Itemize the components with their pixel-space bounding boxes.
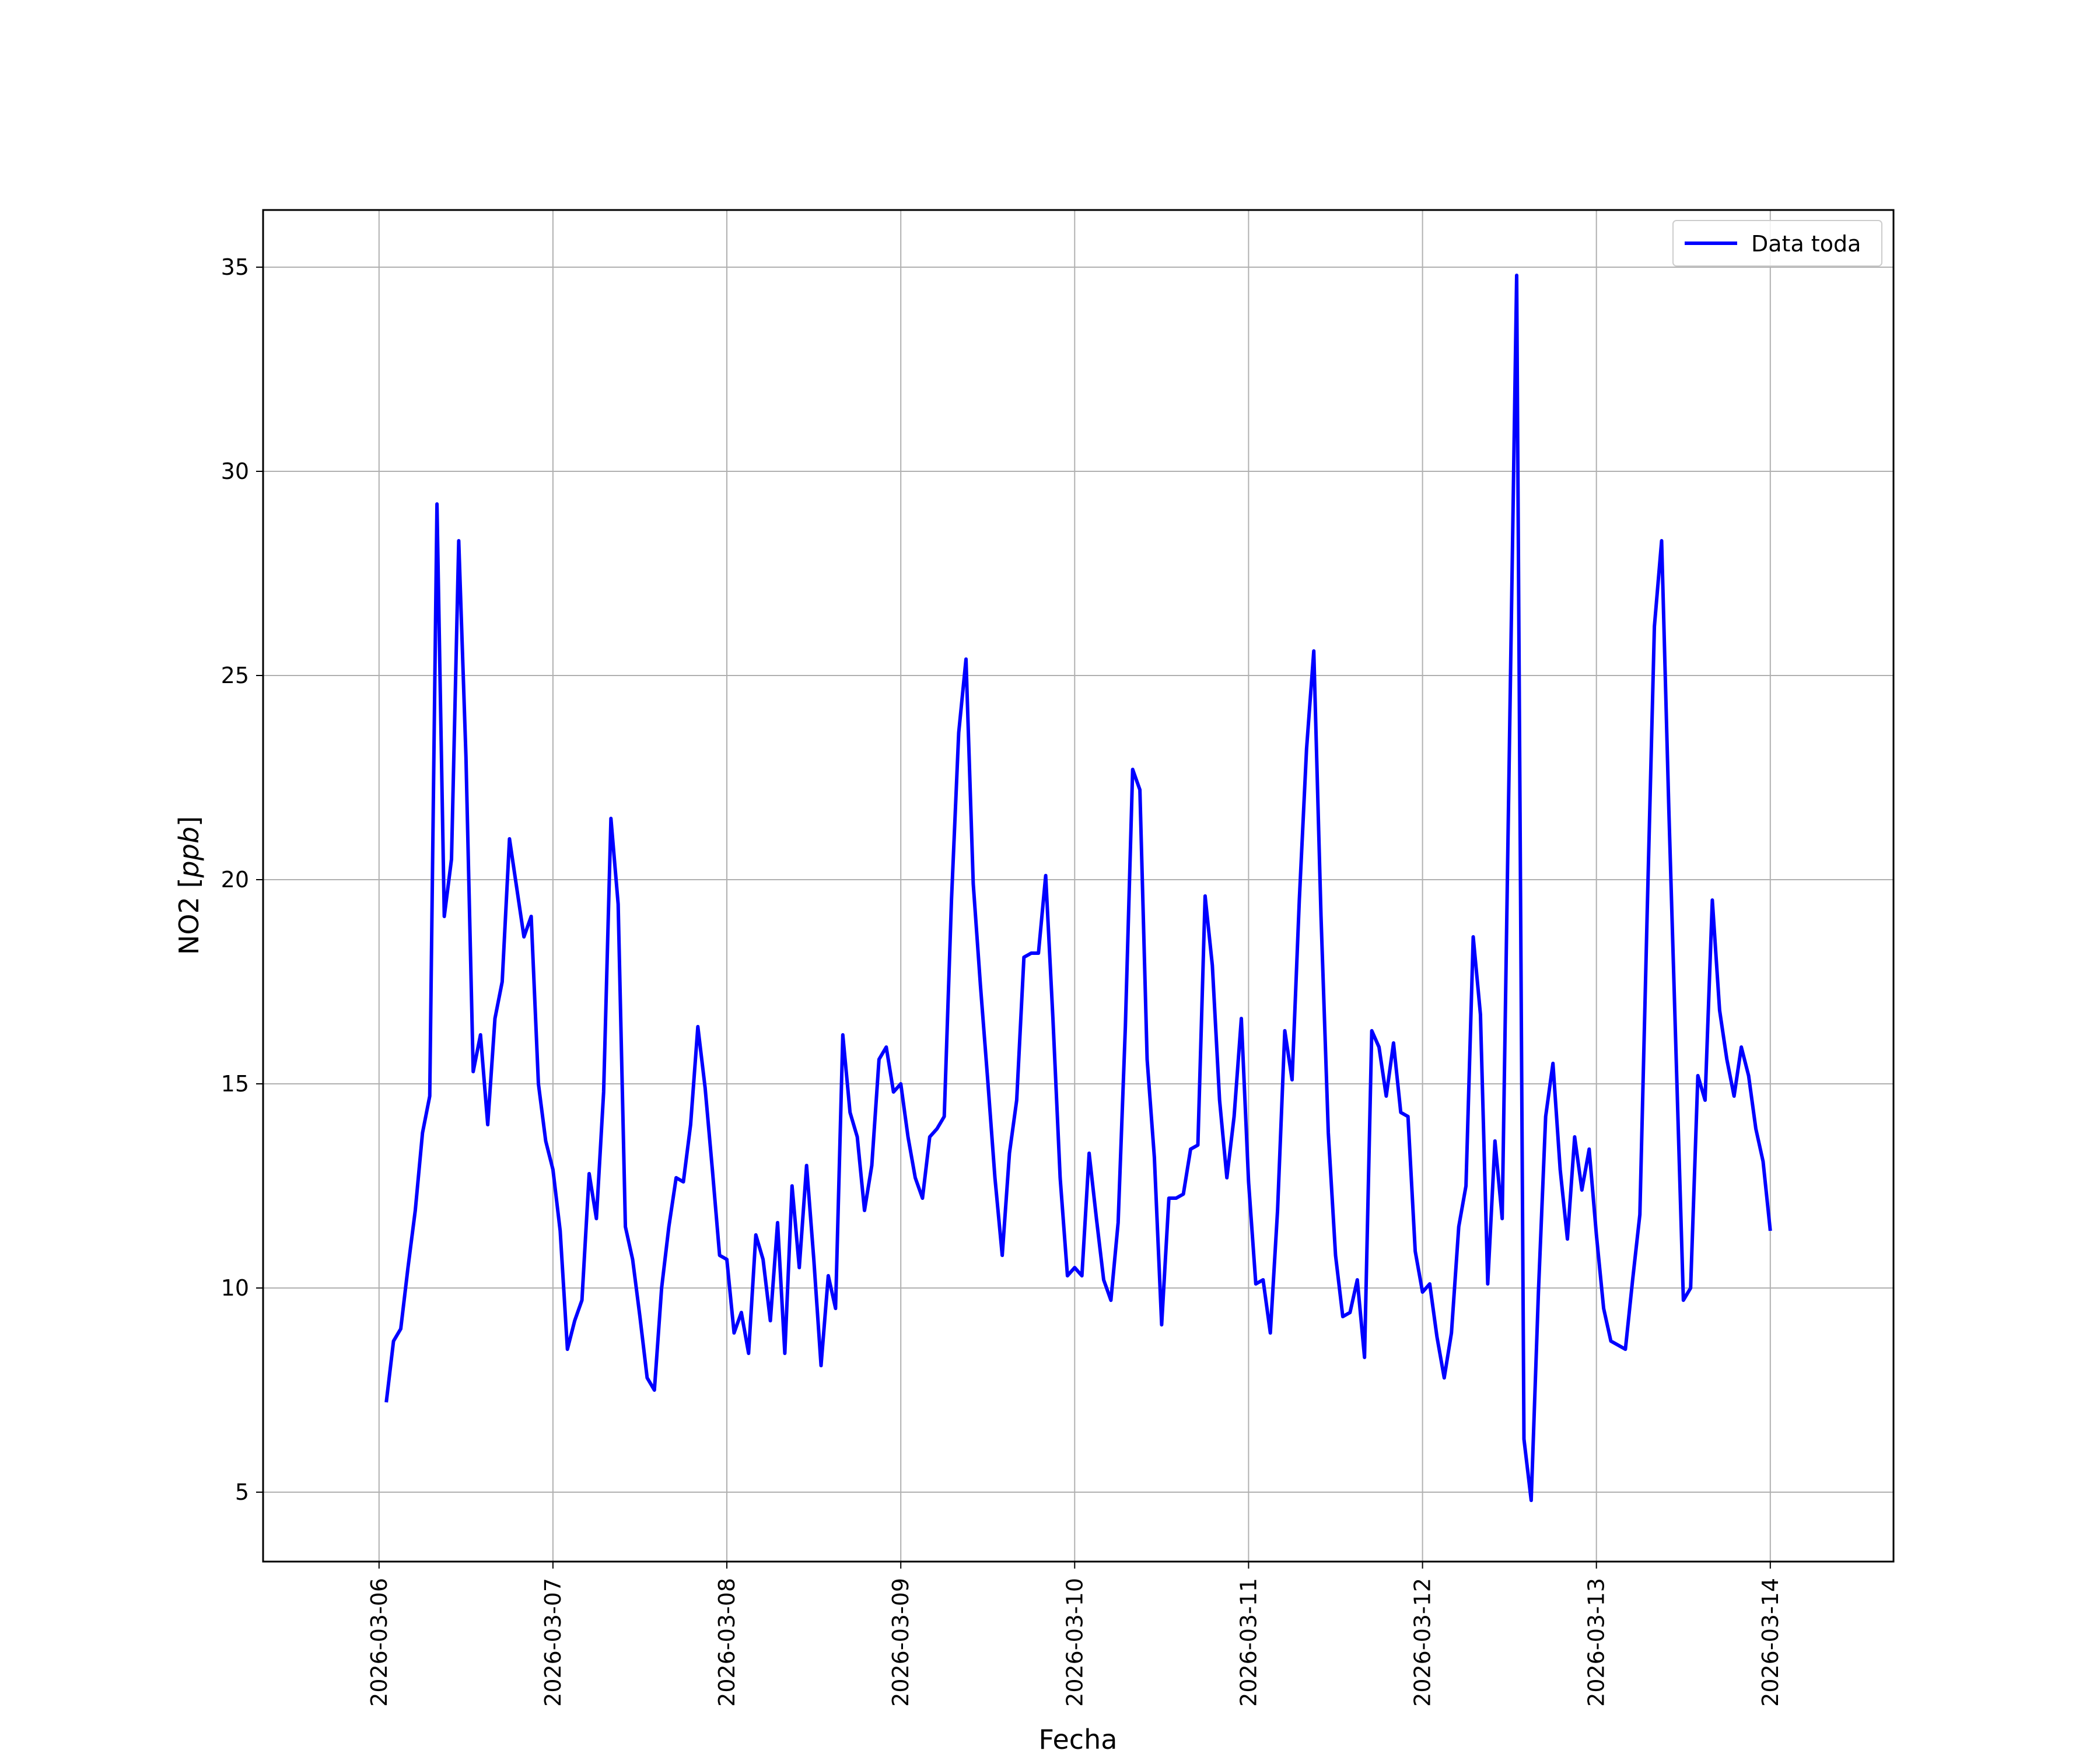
x-tick-label: 2026-03-11 (1236, 1578, 1261, 1707)
y-tick-label: 15 (221, 1071, 249, 1097)
y-tick-label: 20 (221, 867, 249, 892)
grid (263, 210, 1894, 1562)
y-tick-label: 35 (221, 254, 249, 280)
series-line (384, 274, 1772, 1502)
legend-box (1672, 220, 1882, 267)
x-tick-label: 2026-03-06 (366, 1578, 392, 1707)
x-axis-title: Fecha (1039, 1724, 1118, 1750)
y-axis-title-unit: ppb (173, 827, 205, 878)
x-tick-label: 2026-03-14 (1758, 1578, 1783, 1707)
x-axis: 2026-03-06 2026-03-07 2026-03-08 2026-03-09… (366, 1562, 1783, 1707)
x-tick-label: 2026-03-13 (1584, 1578, 1609, 1707)
series-layer (384, 274, 1772, 1502)
x-tick-label: 2026-03-09 (888, 1578, 914, 1707)
y-tick-label: 30 (221, 459, 249, 484)
legend-label: Data toda (1751, 231, 1861, 257)
plot-frame (262, 209, 1895, 1563)
y-tick-label: 25 (221, 663, 249, 688)
y-tick-label: 10 (221, 1275, 249, 1301)
x-tick-label: 2026-03-10 (1062, 1578, 1087, 1707)
y-axis: 5 10 15 20 25 30 35 (221, 254, 263, 1505)
y-tick-label: 5 (235, 1479, 249, 1505)
x-tick-label: 2026-03-08 (714, 1578, 740, 1707)
x-tick-label: 2026-03-12 (1410, 1578, 1436, 1707)
legend: Data toda (1672, 220, 1882, 267)
y-axis-title-prefix: NO2 [ (173, 878, 205, 955)
y-axis-title-suffix: ] (173, 816, 205, 827)
x-tick-label: 2026-03-07 (540, 1578, 566, 1707)
y-axis-title: NO2 [ppb] (173, 816, 205, 955)
